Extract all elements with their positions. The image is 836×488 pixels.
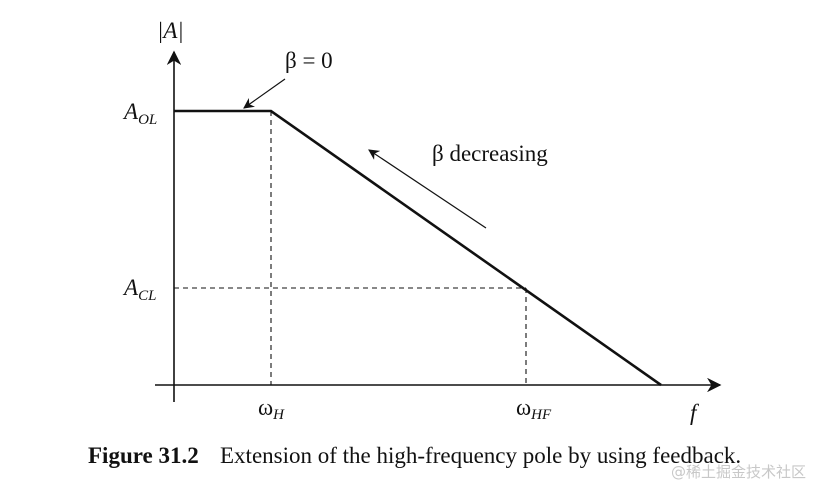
symbol: ω [516, 395, 531, 420]
caption-number: Figure 31.2 [88, 443, 199, 468]
symbol: A [122, 99, 139, 124]
subscript: HF [530, 407, 552, 423]
symbol: A [122, 275, 139, 300]
guides [174, 111, 527, 385]
level-label: AOL [122, 99, 157, 128]
annotation: β decreasing [432, 141, 548, 166]
symbol: ω [258, 395, 273, 420]
annotation: β = 0 [285, 48, 333, 73]
annotation-arrow [243, 78, 286, 109]
annotation-arrow [368, 149, 487, 229]
frequency-label: ωHF [516, 395, 552, 423]
level-label: ACL [122, 275, 156, 304]
x-axis-label: f [690, 400, 700, 425]
caption-text: Extension of the high-frequency pole by … [220, 443, 741, 468]
frequency-label: ωH [258, 395, 285, 423]
subscript: CL [138, 288, 156, 304]
watermark: @稀土掘金技术社区 [671, 463, 806, 481]
subscript: OL [138, 112, 157, 128]
y-axis-label: |A| [157, 18, 184, 43]
subscript: H [272, 407, 285, 423]
